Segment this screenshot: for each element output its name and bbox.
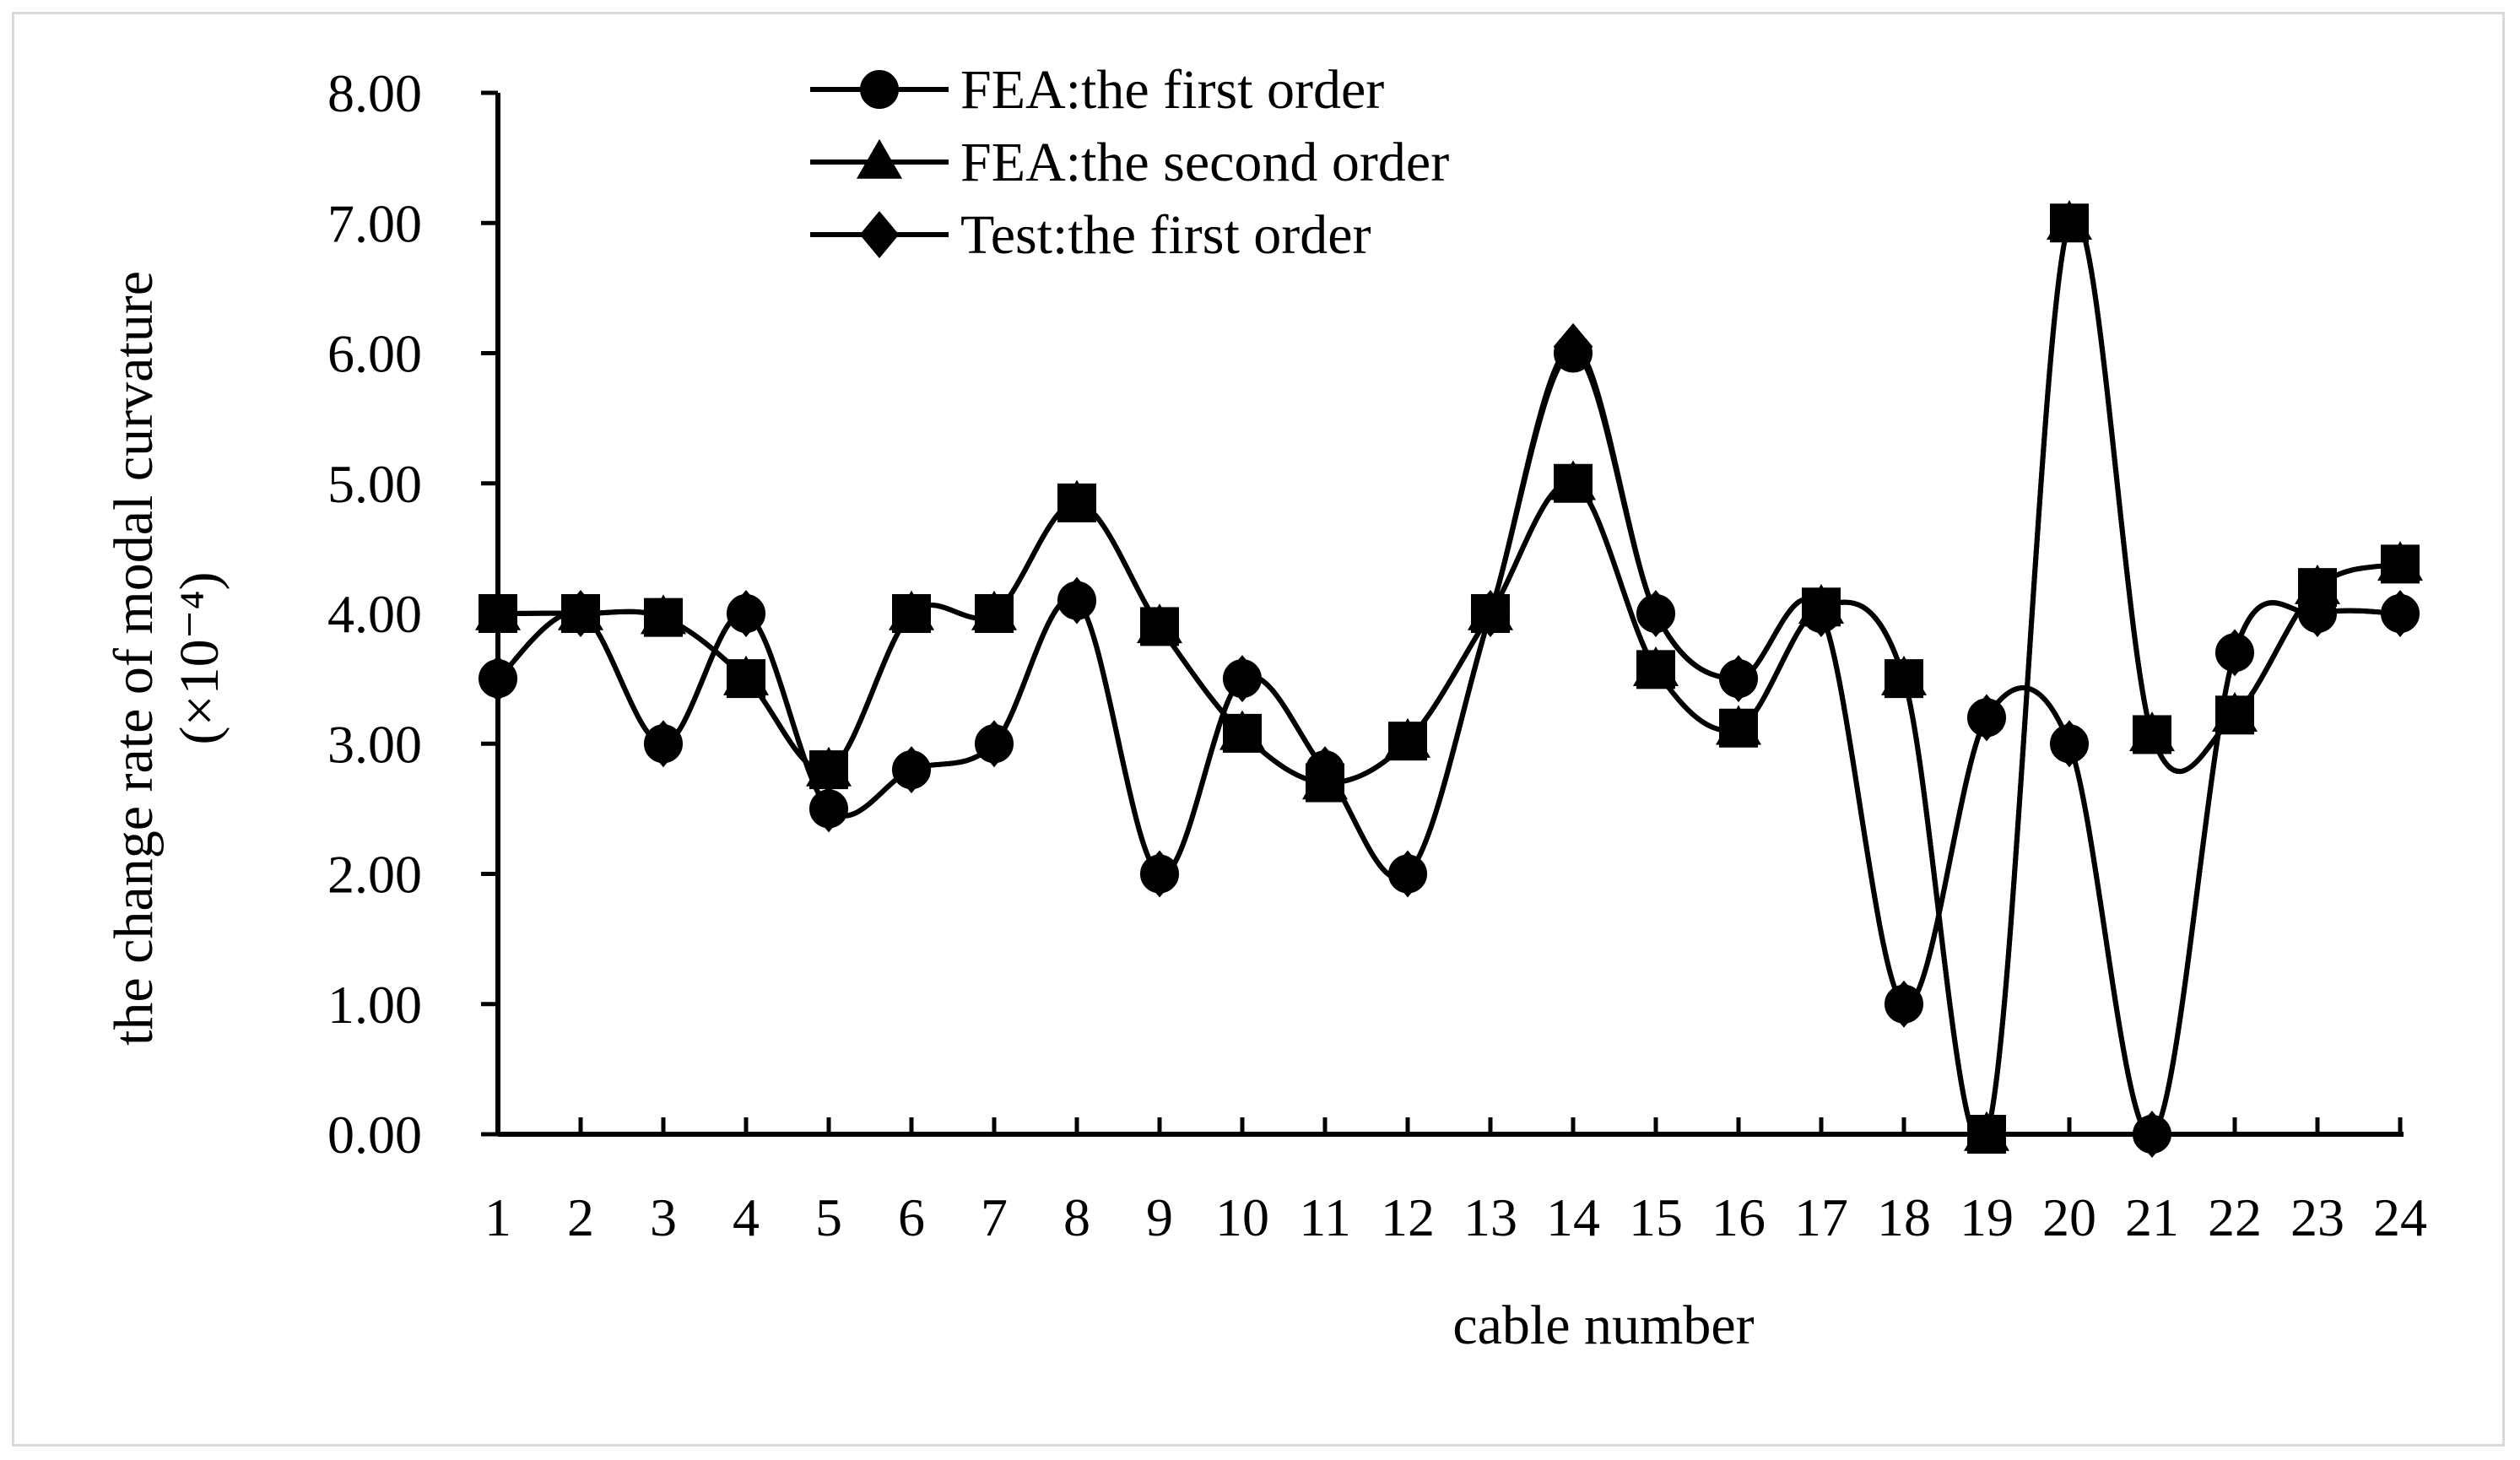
legend-item: FEA:the second order [810,132,1449,193]
diamond-point [726,590,766,637]
legend-label: FEA:the first order [960,59,1384,121]
x-tick-label: 18 [1877,1187,1931,1247]
legend-marker-triangle [856,138,903,179]
diamond-point [1636,590,1676,637]
x-tick-label: 8 [1063,1187,1090,1247]
diamond-point [808,785,849,833]
diamond-point [974,720,1014,768]
square-point [1223,713,1262,753]
x-tick-label: 7 [981,1187,1008,1247]
y-tick-label: 3.00 [327,714,422,774]
legend-label: Test:the first order [960,204,1371,266]
square-point [2133,715,2171,754]
y-tick-label: 6.00 [327,324,422,384]
series-square [479,203,2420,1154]
x-tick-label: 15 [1629,1187,1683,1247]
axes: 0.001.002.003.004.005.006.007.008.001 2 3 4… [327,63,2427,1247]
square-point [1719,708,1758,748]
diamond-point [643,720,684,768]
diamond-point [1884,980,1924,1028]
diamond-point [2132,1111,2172,1158]
x-tick-label: 12 [1381,1187,1435,1247]
x-tick-label: 1 [484,1187,511,1247]
legend-label: FEA:the second order [960,132,1449,193]
square-point [1885,659,1923,699]
square-point [727,659,765,699]
series-triangle [474,199,2424,1151]
x-tick-label: 2 [567,1187,594,1247]
legend-item: FEA:the first order [810,59,1384,121]
y-tick-label: 7.00 [327,193,422,253]
diamond-point [2380,590,2420,637]
x-tick-label: 9 [1146,1187,1173,1247]
legend: FEA:the first order FEA:the second order T… [810,59,1449,266]
y-tick-label: 2.00 [327,845,422,905]
x-tick-label: 23 [2290,1187,2344,1247]
square-point [809,750,848,790]
series-line-square [497,214,2401,1146]
square-point [1057,483,1096,522]
square-point [2050,203,2089,243]
diamond-point [478,655,518,703]
square-point [1802,587,1841,627]
diamond-point [1553,322,1593,370]
square-point [892,594,931,633]
x-tick-label: 4 [733,1187,760,1247]
diamond-point [2049,720,2090,768]
y-tick-label: 4.00 [327,584,422,644]
y-tick-label: 0.00 [327,1105,422,1165]
diamond-point [1387,850,1428,898]
x-tick-label: 10 [1215,1187,1269,1247]
x-tick-label: 16 [1712,1187,1766,1247]
series-diamond [478,322,2420,1158]
square-point [1554,463,1593,503]
square-point [1636,650,1675,689]
y-tick-label: 8.00 [327,63,422,123]
x-tick-label: 6 [898,1187,925,1247]
x-tick-label: 20 [2042,1187,2096,1247]
x-tick-label: 14 [1546,1187,1600,1247]
x-axis-title: cable number [1452,1295,1754,1356]
legend-marker-circle [860,70,899,109]
x-tick-label: 17 [1794,1187,1848,1247]
y-tick-label: 1.00 [327,975,422,1035]
series-layer [474,199,2424,1158]
x-tick-label: 11 [1299,1187,1351,1247]
legend-marker-diamond [859,211,900,258]
x-tick-label: 5 [815,1187,842,1247]
x-tick-label: 3 [650,1187,677,1247]
diamond-point [891,746,932,794]
diamond-point [1966,694,2007,742]
square-point [1140,607,1179,646]
square-point [1967,1115,2006,1154]
square-point [1471,594,1510,633]
diamond-point [1057,576,1097,625]
y-axis-title: the change rate of modal curvature [103,271,165,1046]
square-point [644,598,683,637]
diamond-point [1222,655,1263,703]
square-point [975,594,1014,633]
square-point [1388,722,1427,761]
x-tick-label: 22 [2208,1187,2262,1247]
square-point [479,594,517,633]
series-circle [479,333,2420,1154]
x-tick-label: 24 [2373,1187,2427,1247]
legend-item: Test:the first order [810,204,1371,266]
square-point [2298,568,2337,608]
square-point [2215,695,2254,735]
square-point [2381,544,2420,584]
diamond-point [1139,850,1180,898]
square-point [1306,763,1344,803]
y-tick-label: 5.00 [327,454,422,514]
square-point [561,594,600,633]
diamond-point [1718,655,1759,703]
y-axis-unit: (×10⁻⁴) [169,571,230,744]
diamond-point [2214,629,2255,677]
x-tick-label: 21 [2125,1187,2179,1247]
x-tick-label: 19 [1960,1187,2014,1247]
x-tick-label: 13 [1463,1187,1517,1247]
